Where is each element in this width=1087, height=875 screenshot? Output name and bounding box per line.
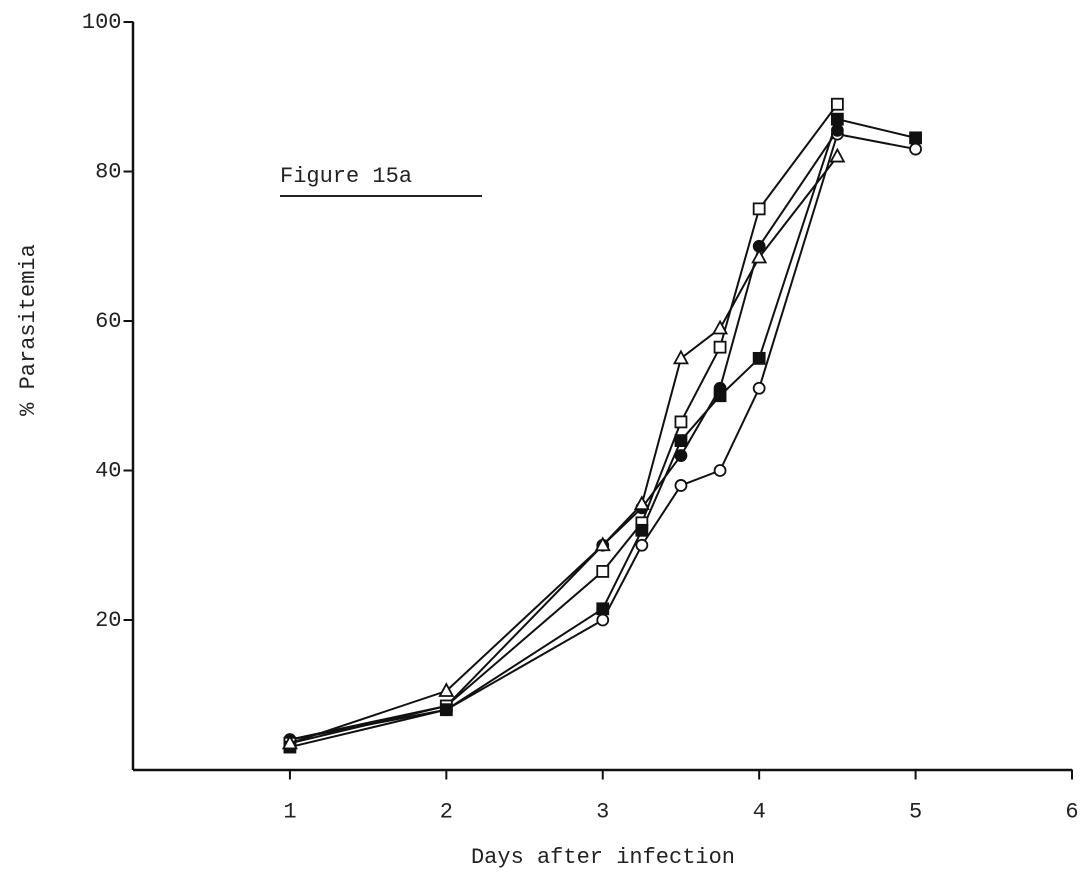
marker bbox=[754, 353, 765, 364]
marker bbox=[675, 435, 686, 446]
marker bbox=[636, 525, 647, 536]
marker bbox=[675, 480, 686, 491]
marker bbox=[910, 144, 921, 155]
marker bbox=[675, 450, 686, 461]
series-line bbox=[290, 119, 916, 747]
marker bbox=[715, 390, 726, 401]
y-tick-label: 60 bbox=[95, 309, 121, 334]
x-tick-label: 2 bbox=[440, 799, 453, 824]
marker bbox=[754, 203, 765, 214]
marker bbox=[832, 114, 843, 125]
x-tick-label: 4 bbox=[753, 799, 766, 824]
chart: Figure 15a Days after infection % Parasi… bbox=[0, 0, 1087, 875]
marker bbox=[715, 465, 726, 476]
marker bbox=[636, 540, 647, 551]
y-tick-label: 80 bbox=[95, 159, 121, 184]
marker bbox=[441, 704, 452, 715]
y-axis-label: % Parasitemia bbox=[16, 244, 41, 416]
marker bbox=[832, 99, 843, 110]
annotation: Figure 15a bbox=[280, 164, 412, 189]
x-tick-label: 5 bbox=[909, 799, 922, 824]
marker bbox=[597, 615, 608, 626]
x-tick-label: 6 bbox=[1065, 799, 1078, 824]
y-tick-label: 100 bbox=[82, 10, 122, 35]
marker bbox=[597, 566, 608, 577]
marker bbox=[754, 383, 765, 394]
series-line bbox=[290, 104, 837, 743]
marker bbox=[597, 603, 608, 614]
marker bbox=[832, 125, 843, 136]
marker bbox=[715, 342, 726, 353]
y-tick-label: 20 bbox=[95, 608, 121, 633]
marker bbox=[674, 351, 687, 363]
x-axis-label: Days after infection bbox=[471, 845, 735, 870]
series-line bbox=[290, 134, 916, 739]
x-tick-label: 3 bbox=[596, 799, 609, 824]
y-tick-label: 40 bbox=[95, 458, 121, 483]
marker bbox=[910, 132, 921, 143]
x-tick-label: 1 bbox=[283, 799, 296, 824]
marker bbox=[675, 416, 686, 427]
